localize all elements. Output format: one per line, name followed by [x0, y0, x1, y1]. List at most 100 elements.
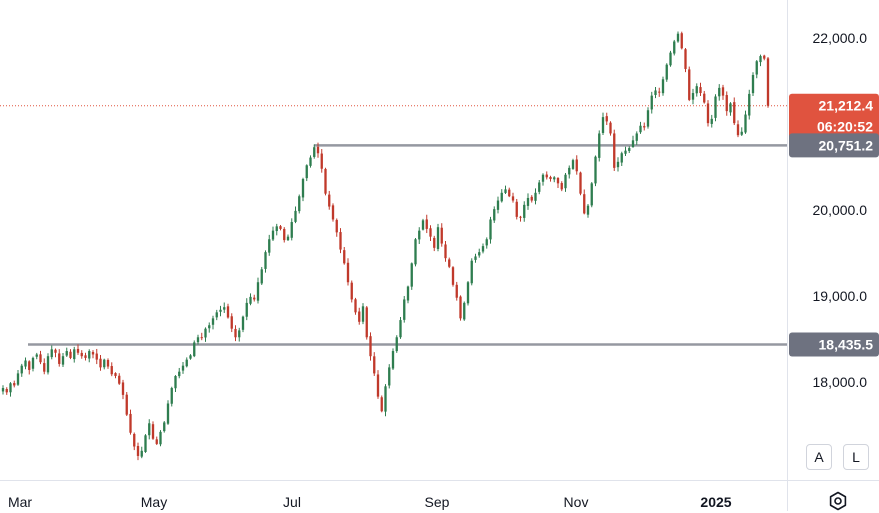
candle [403, 296, 406, 323]
candle-body [624, 150, 627, 154]
candle-body [414, 239, 417, 265]
candle-body [519, 216, 522, 218]
candle-body [99, 358, 102, 368]
candle [256, 277, 260, 304]
candle-body [346, 262, 350, 283]
x-tick-label: Mar [8, 494, 32, 510]
candle-body [433, 237, 436, 248]
price-badges: 21,212.4 06:20:52 20,751.2 18,435.5 [789, 93, 879, 357]
candle [95, 348, 98, 365]
candle-body [358, 311, 361, 322]
candle-body [151, 424, 155, 439]
candle-body [721, 87, 725, 96]
auto-scale-button[interactable]: A [806, 444, 832, 470]
candle [440, 223, 443, 247]
price-axis[interactable]: 22,000.0 20,000.0 19,000.0 18,000.0 [813, 30, 868, 390]
level-badge-label: 20,751.2 [819, 137, 874, 153]
current-price-badge: 21,212.4 06:20:52 [789, 93, 879, 140]
candle-body [61, 356, 65, 365]
candle [31, 356, 35, 372]
candle [196, 334, 200, 345]
settings-gear-icon[interactable] [826, 489, 850, 513]
candle [324, 167, 327, 196]
candle [84, 352, 87, 361]
candle-body [545, 174, 548, 178]
candle [91, 350, 95, 359]
candle-body [635, 133, 638, 141]
candle-body [211, 318, 215, 325]
candle [466, 280, 470, 306]
candle [624, 146, 627, 156]
level-badge-bg [789, 133, 879, 158]
candle-body [196, 337, 200, 343]
candle-body [46, 356, 50, 373]
candle [20, 363, 23, 377]
candle-body [673, 41, 676, 54]
candle-body [688, 69, 691, 100]
candle [575, 155, 578, 175]
candle [245, 298, 248, 321]
candle-body [706, 103, 710, 124]
candle [365, 305, 368, 340]
candle-body [718, 87, 721, 97]
candle-body [665, 64, 668, 80]
candle [159, 430, 162, 447]
candle-body [110, 366, 113, 375]
candle [140, 446, 143, 459]
candle [328, 190, 331, 210]
candle [309, 155, 312, 168]
candle-body [189, 355, 192, 359]
candle [748, 89, 751, 120]
candle [331, 203, 335, 222]
bar-countdown-label: 06:20:52 [817, 119, 873, 135]
candle-body [669, 52, 672, 66]
y-tick-label: 18,000.0 [813, 374, 868, 390]
candle [118, 373, 121, 385]
candle-body [496, 200, 500, 210]
candle-body [136, 445, 140, 456]
candle [590, 182, 593, 208]
candle-body [590, 183, 593, 206]
candle-body [69, 351, 72, 358]
candle [553, 176, 556, 183]
candle [219, 305, 222, 317]
candle [448, 257, 451, 269]
candle-body [725, 95, 728, 112]
candle-body [125, 394, 128, 415]
candle [46, 353, 50, 375]
candle-body [16, 373, 20, 385]
candle-body [598, 133, 601, 158]
candle [369, 332, 372, 361]
candle [249, 293, 252, 306]
candle-body [556, 177, 560, 184]
candle-body [121, 382, 125, 395]
candle-body [384, 386, 387, 412]
candle [519, 215, 522, 222]
candle [549, 175, 552, 182]
candle [391, 348, 395, 371]
candle [16, 369, 20, 386]
candle-body [613, 133, 616, 168]
level-badge-bg [789, 332, 879, 357]
log-scale-button[interactable]: L [843, 444, 869, 470]
candle-body [463, 302, 466, 320]
candle-body [238, 330, 241, 338]
candle-body [290, 222, 293, 238]
candle [500, 189, 503, 203]
candle [99, 354, 102, 371]
candle-body [489, 219, 492, 240]
candle [155, 436, 158, 446]
y-tick-label: 19,000.0 [813, 288, 868, 304]
candle [73, 346, 76, 363]
candle [733, 97, 736, 126]
candle-body [170, 388, 173, 404]
candle-body [654, 90, 657, 95]
candle-body [294, 210, 297, 222]
candle [80, 350, 83, 359]
candle [335, 218, 338, 237]
candle [238, 327, 241, 342]
candle [478, 248, 481, 258]
horizontal-levels[interactable] [28, 144, 787, 346]
candle-body [429, 228, 432, 237]
